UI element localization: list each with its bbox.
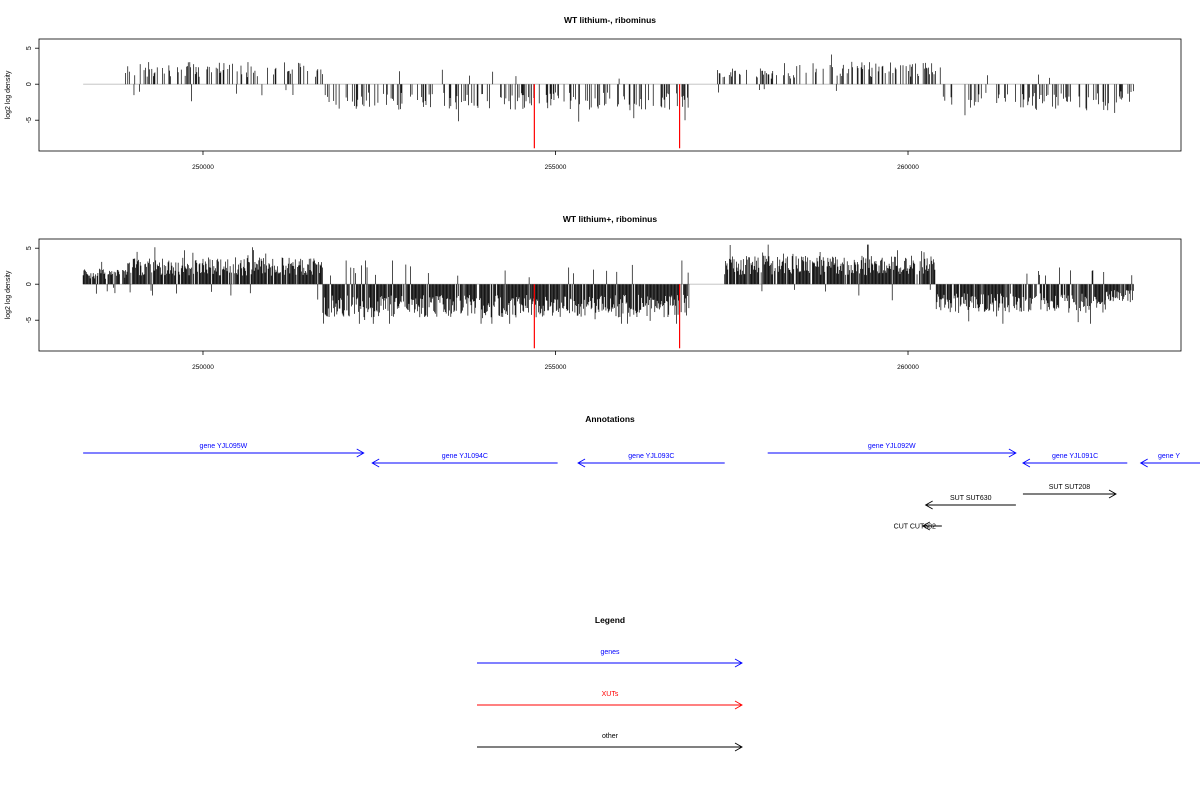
y-tick-label: -5	[26, 317, 33, 323]
feature-label: gene YJL092W	[868, 443, 916, 450]
panel-1-bars	[83, 54, 1134, 149]
feature-label: SUT SUT208	[1049, 484, 1091, 491]
feature-cut-cut682: CUT CUT682	[894, 521, 942, 531]
panel-2-y-axis: 5 0 -5	[26, 246, 39, 323]
panel-2-title: WT lithium+, ribominus	[563, 214, 657, 224]
feature-arrow-head	[1008, 448, 1017, 458]
legend-item-gene: genes	[477, 649, 743, 668]
feature-arrow-head	[1022, 458, 1031, 468]
feature-arrow-head	[577, 458, 586, 468]
legend-arrow-head	[734, 700, 743, 710]
feature-arrow-head	[1108, 489, 1117, 499]
feature-gene-yjl092w: gene YJL092W	[767, 443, 1017, 458]
feature-label: SUT SUT630	[950, 495, 992, 502]
feature-gene-yjl091c: gene YJL091C	[1022, 453, 1128, 468]
legend-label: other	[602, 733, 619, 740]
legend-arrow-head	[734, 658, 743, 668]
x-tick-label: 260000	[897, 364, 919, 371]
panel-1-plot-frame	[38, 38, 1182, 152]
panel-2-y-label: log2 log density	[5, 270, 12, 319]
feature-gene-yjl093c: gene YJL093C	[577, 453, 725, 468]
panel-2-x-axis: 250000 255000 260000	[192, 351, 919, 371]
legend-items: genes XUTs other	[477, 649, 743, 752]
panel-2-plot-frame	[38, 238, 1182, 352]
y-tick-label: 5	[26, 46, 33, 50]
feature-label: gene YJL094C	[442, 453, 488, 460]
feature-gene-y: gene Y	[1139, 453, 1200, 468]
feature-arrow-head	[1139, 458, 1148, 468]
feature-label: gene YJL093C	[628, 453, 674, 460]
feature-label: gene Y	[1158, 453, 1180, 460]
legend-label: XUTs	[602, 691, 619, 698]
feature-arrow-head	[371, 458, 380, 468]
panel-1-title: WT lithium-, ribominus	[564, 15, 656, 25]
panel-2-bars	[82, 244, 1134, 349]
feature-label: CUT CUT682	[894, 524, 936, 531]
x-tick-label: 255000	[545, 364, 567, 371]
feature-sut-sut208: SUT SUT208	[1022, 484, 1117, 499]
feature-arrow-head	[921, 521, 931, 531]
panel-1-y-axis: 5 0 -5	[26, 46, 39, 123]
panel-1-x-axis: 250000 255000 260000	[192, 151, 919, 171]
annotations-title: Annotations	[585, 414, 635, 424]
annotation-features: gene YJL095W gene YJL094C gene YJL093C gene…	[83, 443, 1200, 531]
legend: Legend genes XUTs other	[477, 615, 743, 752]
legend-arrow-head	[734, 742, 743, 752]
legend-title: Legend	[595, 615, 625, 625]
x-tick-label: 255000	[545, 164, 567, 171]
feature-sut-sut630: SUT SUT630	[924, 495, 1016, 510]
y-tick-label: 0	[26, 82, 33, 86]
panel-lithium-plus: WT lithium+, ribominus 5 0 -5 250000 255000…	[5, 214, 1182, 371]
feature-gene-yjl094c: gene YJL094C	[371, 453, 558, 468]
x-tick-label: 260000	[897, 164, 919, 171]
feature-arrow-head	[924, 500, 933, 510]
legend-item-other: other	[477, 733, 743, 752]
feature-label: gene YJL091C	[1052, 453, 1098, 460]
feature-gene-yjl095w: gene YJL095W	[83, 443, 365, 458]
x-tick-label: 250000	[192, 364, 214, 371]
panel-lithium-minus: WT lithium-, ribominus 5 0 -5 250000 255000…	[5, 15, 1182, 171]
legend-label: genes	[600, 649, 620, 656]
y-tick-label: -5	[26, 117, 33, 123]
feature-arrow-head	[356, 448, 365, 458]
x-tick-label: 250000	[192, 164, 214, 171]
feature-label: gene YJL095W	[200, 443, 248, 450]
y-tick-label: 0	[26, 282, 33, 286]
legend-item-xut: XUTs	[477, 691, 743, 710]
y-tick-label: 5	[26, 246, 33, 250]
panel-1-y-label: log2 log density	[5, 70, 12, 119]
